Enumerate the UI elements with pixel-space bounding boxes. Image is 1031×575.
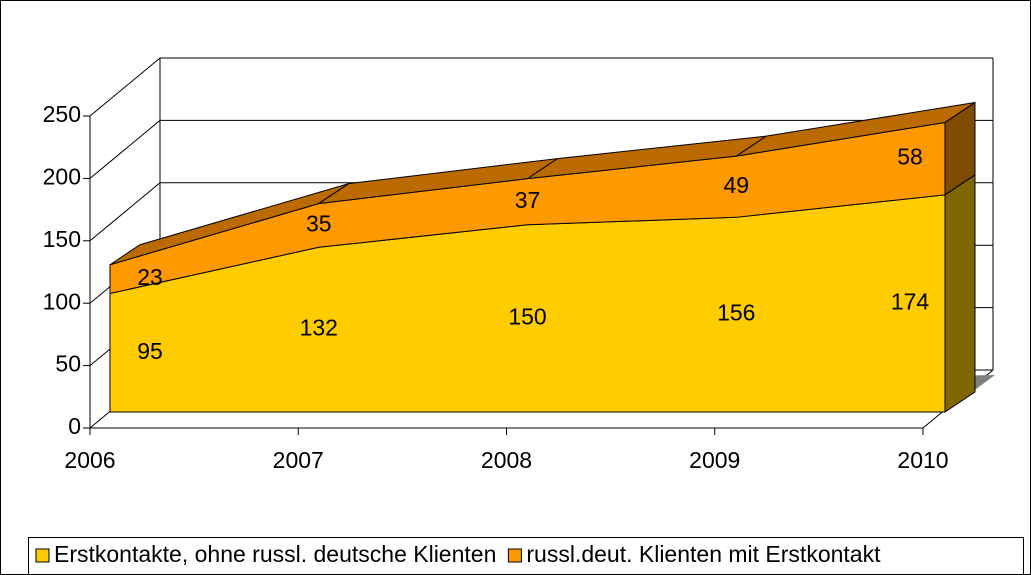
grid-line	[89, 119, 993, 179]
value-label: 23	[137, 264, 163, 290]
grid-line	[89, 57, 993, 117]
value-label: 156	[717, 300, 755, 326]
y-tick-label: 250	[43, 101, 81, 127]
x-tick-label: 2007	[273, 447, 324, 473]
x-tick-label: 2008	[481, 447, 532, 473]
y-tick-label: 200	[43, 163, 81, 189]
value-label: 132	[300, 315, 338, 341]
value-label: 150	[508, 303, 546, 329]
legend-box	[28, 537, 1024, 575]
value-label: 95	[137, 338, 163, 364]
value-label: 49	[723, 172, 749, 198]
value-label: 35	[306, 211, 332, 237]
x-tick-label: 2006	[64, 447, 115, 473]
y-tick-label: 100	[43, 288, 81, 314]
y-tick-label: 0	[68, 413, 81, 439]
value-label: 174	[891, 289, 930, 315]
y-tick-label: 50	[55, 351, 81, 377]
x-tick-label: 2009	[689, 447, 740, 473]
legend-swatch	[507, 548, 522, 563]
value-label: 58	[897, 144, 923, 170]
legend-label: russl.deut. Klienten mit Erstkontakt	[526, 541, 881, 567]
y-tick-label: 150	[43, 226, 81, 252]
legend-swatch	[35, 548, 50, 563]
legend-label: Erstkontakte, ohne russl. deutsche Klien…	[54, 541, 496, 567]
area-top	[735, 101, 976, 157]
x-tick-label: 2010	[897, 447, 948, 473]
area-side	[944, 173, 976, 413]
value-label: 37	[515, 187, 541, 213]
